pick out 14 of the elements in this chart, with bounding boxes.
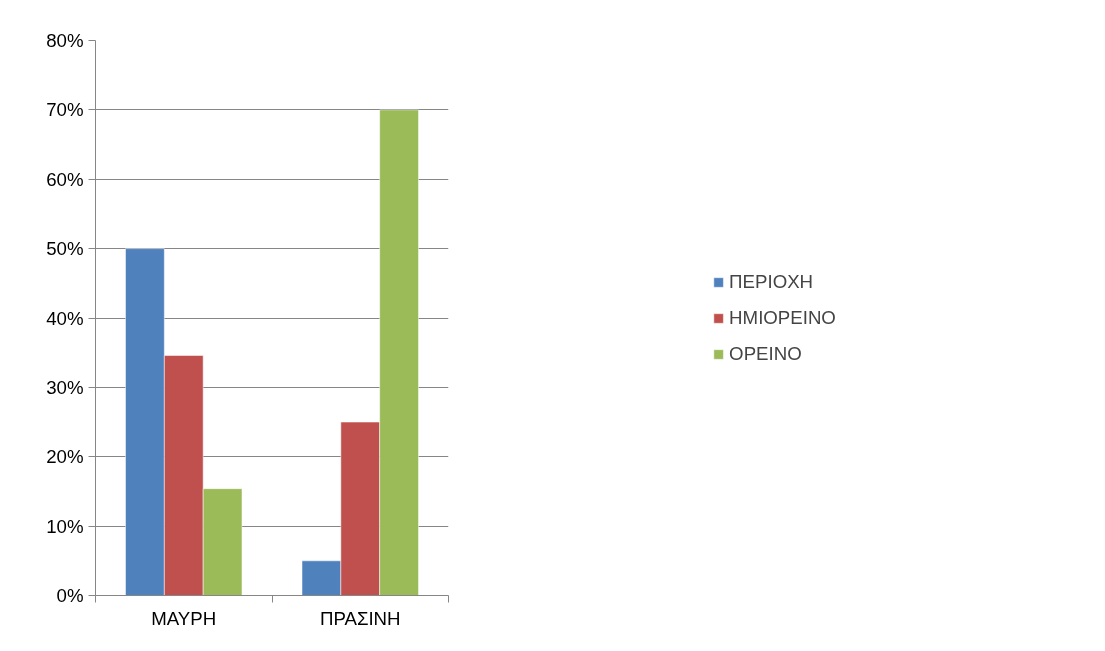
y-tick-label: 0%: [56, 585, 84, 606]
y-tick-label: 30%: [46, 376, 84, 398]
x-tick-label: ΜΑΥΡΗ: [151, 607, 217, 629]
legend-label: ΗΜΙΟΡΕΙΝΟ: [729, 306, 836, 329]
y-tick-label: 60%: [46, 168, 84, 190]
y-tick-label: 50%: [46, 238, 84, 260]
legend-label: ΟΡΕΙΝΟ: [729, 342, 802, 365]
y-tick-label: 80%: [46, 30, 84, 51]
legend-label: ΠΕΡΙΟΧΗ: [729, 270, 814, 293]
x-tick-label: ΠΡΑΣΙΝΗ: [319, 607, 401, 629]
y-tick-label: 70%: [46, 99, 84, 121]
y-tick-label: 20%: [46, 446, 84, 468]
y-tick-label: 40%: [46, 307, 84, 329]
y-tick-label: 10%: [46, 515, 84, 537]
